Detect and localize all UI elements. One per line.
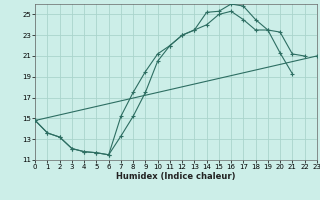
X-axis label: Humidex (Indice chaleur): Humidex (Indice chaleur) <box>116 172 236 181</box>
